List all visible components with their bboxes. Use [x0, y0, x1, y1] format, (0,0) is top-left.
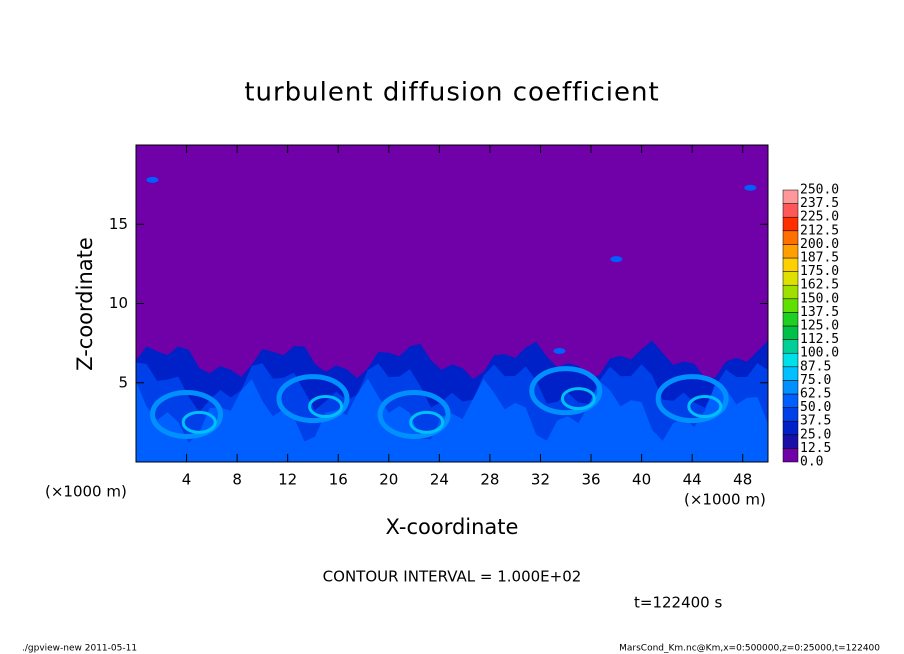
colorbar-bin — [782, 284, 799, 300]
colorbar-label: 162.5 — [800, 278, 839, 293]
colorbar-label: 75.0 — [800, 373, 831, 388]
y-tick-label: 10 — [109, 294, 128, 312]
x-tick-label: 32 — [531, 471, 550, 489]
colorbar-label: 12.5 — [800, 441, 831, 456]
field-swirl — [655, 374, 729, 424]
field-swirl — [276, 374, 350, 424]
colorbar-bin — [782, 230, 799, 245]
colorbar-bin — [782, 393, 799, 408]
x-tick-label: 44 — [683, 471, 702, 489]
x-unit-label: (×1000 m) — [684, 491, 766, 509]
x-tick-label: 8 — [232, 471, 242, 489]
colorbar-label: 50.0 — [800, 400, 831, 415]
colorbar-label: 25.0 — [800, 427, 831, 442]
field-patch — [744, 184, 757, 191]
field-patch — [610, 256, 623, 263]
y-tick-label: 15 — [109, 215, 128, 233]
colorbar-label: 187.5 — [800, 251, 839, 266]
field-band — [136, 378, 768, 462]
y-axis-label: Z-coordinate — [73, 237, 97, 371]
footer-right: MarsCond_Km.nc@Km,x=0:500000,z=0:25000,t… — [619, 644, 880, 654]
colorbar-label: 212.5 — [800, 223, 839, 238]
field-swirl — [150, 389, 224, 439]
field-patch — [553, 348, 566, 355]
x-tick-label: 20 — [379, 471, 398, 489]
colorbar-label: 37.5 — [800, 414, 831, 429]
colorbar-bin — [782, 420, 799, 436]
colorbar-label: 87.5 — [800, 359, 831, 374]
field-swirl — [308, 395, 344, 419]
field-swirl — [181, 410, 217, 434]
field-patch — [146, 176, 159, 183]
footer-left: ./gpview-new 2011-05-11 — [22, 644, 137, 654]
y-tick-label: 5 — [118, 373, 128, 391]
colorbar-label: 137.5 — [800, 305, 839, 320]
colorbar-bin — [782, 407, 799, 422]
colorbar-bin — [782, 434, 799, 449]
x-unit-label: (×1000 m) — [45, 483, 127, 501]
x-tick-label: 48 — [733, 471, 752, 489]
colorbar-bin — [782, 380, 799, 395]
colorbar-label: 125.0 — [800, 319, 839, 334]
x-tick-label: 4 — [182, 471, 192, 489]
x-tick-label: 40 — [632, 471, 651, 489]
chart-title: turbulent diffusion coefficient — [244, 78, 659, 108]
colorbar-bin — [782, 352, 799, 368]
x-axis-label: X-coordinate — [386, 515, 519, 539]
colorbar-label: 62.5 — [800, 387, 831, 402]
colorbar-bin — [782, 271, 799, 286]
colorbar-label: 200.0 — [800, 237, 839, 252]
colorbar-bin — [782, 339, 799, 354]
x-tick-label: 28 — [480, 471, 499, 489]
contour-interval: CONTOUR INTERVAL = 1.000E+02 — [323, 568, 582, 586]
colorbar-label: 0.0 — [800, 455, 823, 470]
field-swirl — [560, 387, 596, 411]
colorbar-label: 175.0 — [800, 264, 839, 279]
x-tick-label: 12 — [278, 471, 297, 489]
colorbar-bin — [782, 216, 799, 232]
field-swirl — [529, 366, 603, 416]
field-swirl — [409, 410, 445, 434]
colorbar-bin — [782, 189, 799, 204]
x-tick-label: 16 — [329, 471, 348, 489]
x-tick-label: 36 — [581, 471, 600, 489]
colorbar-label: 112.5 — [800, 332, 839, 347]
colorbar-label: 225.0 — [800, 210, 839, 225]
colorbar-bin — [782, 312, 799, 327]
field-swirl — [377, 389, 451, 439]
field-swirl — [687, 395, 723, 419]
colorbar-bin — [782, 244, 799, 259]
colorbar-label: 100.0 — [800, 346, 839, 361]
colorbar-label: 150.0 — [800, 291, 839, 306]
colorbar-bin — [782, 448, 799, 463]
time-label: t=122400 s — [634, 594, 722, 612]
colorbar-bin — [782, 325, 799, 340]
colorbar-bin — [782, 257, 799, 272]
colorbar-bin — [782, 298, 799, 313]
colorbar-label: 237.5 — [800, 196, 839, 211]
colorbar-label: 250.0 — [800, 183, 839, 198]
x-tick-label: 24 — [430, 471, 449, 489]
colorbar-bin — [782, 366, 799, 381]
colorbar-bin — [782, 203, 799, 218]
